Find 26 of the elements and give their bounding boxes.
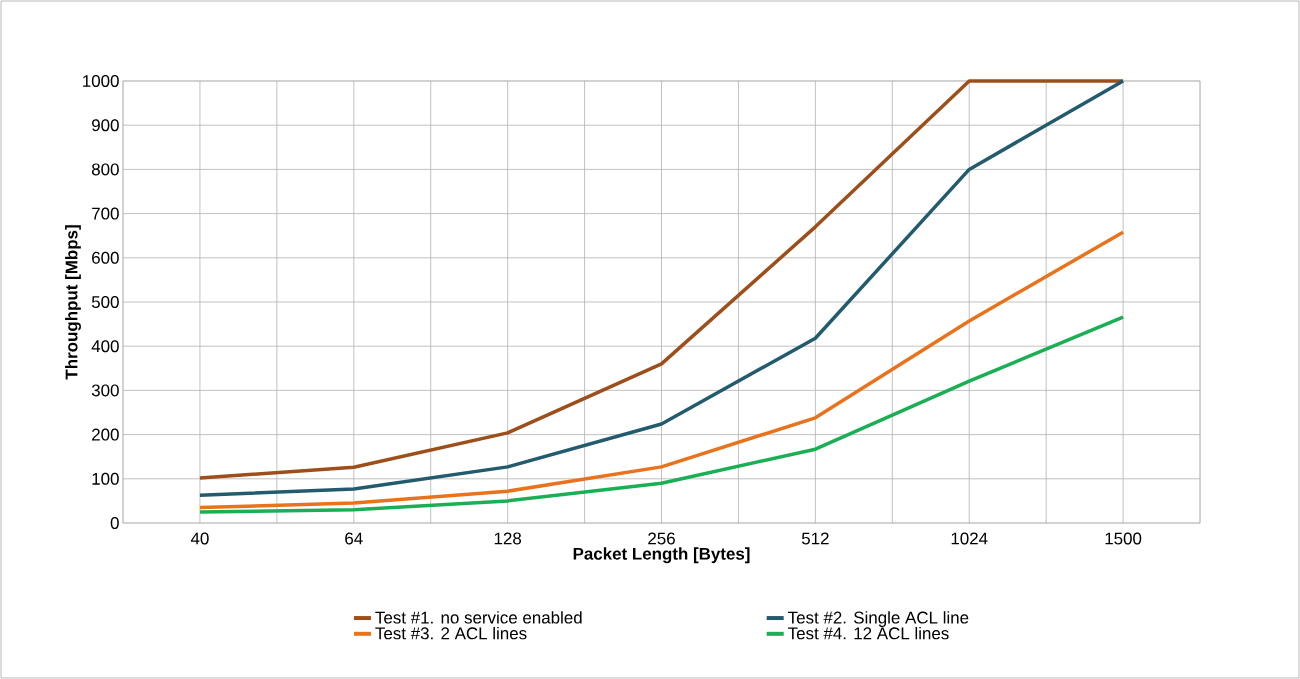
legend-label: Test #4. 12 ACL lines xyxy=(788,626,949,640)
x-tick-label: 40 xyxy=(190,532,209,545)
x-tick-label: 512 xyxy=(801,532,829,545)
x-tick-label: 128 xyxy=(494,532,522,545)
y-tick-label: 0 xyxy=(110,517,119,529)
y-tick-label: 100 xyxy=(92,472,119,485)
y-tick-label: 600 xyxy=(92,251,119,264)
legend-label: Test #1. no service enabled xyxy=(375,611,582,624)
x-tick-label: 64 xyxy=(345,532,363,545)
y-tick-label: 400 xyxy=(91,340,119,353)
y-tick-label: 500 xyxy=(91,296,119,308)
y-tick-label: 700 xyxy=(92,207,119,220)
legend-label: Test #3. 2 ACL lines xyxy=(375,626,527,640)
x-tick-label: 256 xyxy=(648,532,675,545)
y-tick-label: 900 xyxy=(92,119,119,132)
legend-label: Test #2. Single ACL line xyxy=(788,611,969,627)
x-tick-label: 1024 xyxy=(951,532,988,545)
y-tick-label: 200 xyxy=(92,428,119,441)
y-axis-title: Throughput [Mbps] xyxy=(65,225,81,380)
line-series xyxy=(198,230,1125,510)
y-tick-label: 800 xyxy=(91,163,119,176)
line-series xyxy=(198,315,1125,514)
x-axis-title: Packet Length [Bytes] xyxy=(573,547,750,564)
y-tick-label: 300 xyxy=(91,384,119,397)
y-tick-label: 1000 xyxy=(83,75,119,87)
x-tick-label: 1500 xyxy=(1105,532,1142,545)
